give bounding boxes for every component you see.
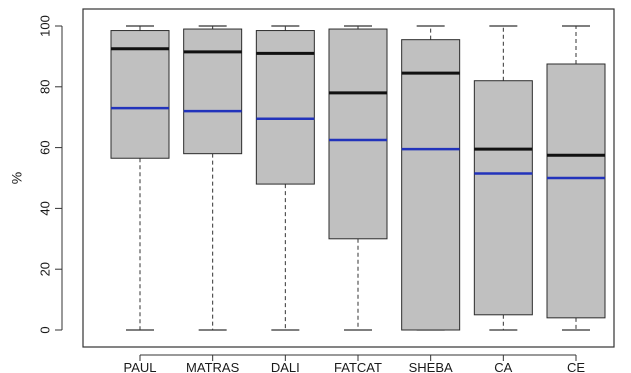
x-tick-label: MATRAS [186, 360, 240, 373]
x-tick-label: DALI [271, 360, 300, 373]
y-tick-label: 100 [37, 15, 52, 37]
box-sheba [401, 39, 461, 331]
x-tick-label: SHEBA [409, 360, 453, 373]
box-matras [183, 28, 243, 155]
y-tick-label: 20 [37, 262, 52, 276]
x-tick-label: PAUL [124, 360, 157, 373]
box-fatcat [328, 28, 388, 240]
x-tick-label: CE [567, 360, 585, 373]
box-ce [546, 63, 606, 319]
y-tick-label: 60 [37, 140, 52, 154]
plot-frame [82, 8, 615, 348]
x-tick-label: CA [494, 360, 512, 373]
y-axis-title: % [9, 172, 25, 184]
y-tick-label: 80 [37, 80, 52, 94]
y-tick-label: 40 [37, 201, 52, 215]
box-paul [110, 30, 170, 159]
y-tick-label: 0 [37, 326, 52, 333]
box-ca [473, 80, 533, 316]
box-dali [255, 30, 315, 185]
x-tick-label: FATCAT [334, 360, 382, 373]
